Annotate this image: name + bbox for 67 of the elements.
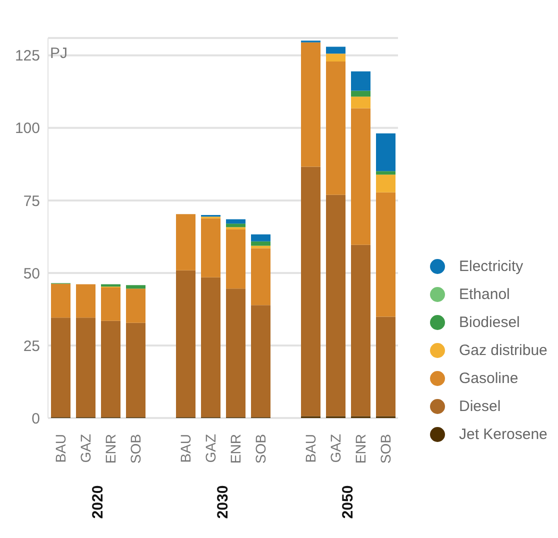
x-tick-label: SOB <box>128 434 144 464</box>
bar <box>126 288 146 323</box>
text: 2030 <box>214 485 232 519</box>
x-tick-label: ENR <box>228 434 244 464</box>
bar <box>351 244 370 416</box>
bar <box>126 285 146 289</box>
legend-label: Biodiesel <box>459 314 520 330</box>
bar <box>251 305 270 418</box>
y-axis-title: PJ <box>50 45 68 62</box>
x-tick-label: SOB <box>378 434 394 464</box>
bar <box>326 46 346 54</box>
x-tick-label: GAZ <box>202 434 218 463</box>
bar <box>251 234 270 242</box>
bar <box>201 277 220 418</box>
legend-label: Electricity <box>459 258 524 274</box>
y-tick-label: 100 <box>14 120 40 138</box>
x-tick-label: GAZ <box>78 434 94 463</box>
bar <box>201 218 220 278</box>
bar <box>351 108 370 245</box>
bar <box>226 219 246 224</box>
text: 2050 <box>340 485 356 519</box>
y-tick-label: 50 <box>23 265 40 282</box>
x-tick-label: ENR <box>102 434 118 464</box>
x-tick-label: BAU <box>178 434 194 463</box>
y-tick-label: 0 <box>32 410 40 428</box>
bar <box>376 133 396 172</box>
legend-label: Gasoline <box>459 370 518 386</box>
bar <box>101 287 120 321</box>
bar <box>376 174 396 192</box>
bar <box>226 224 246 228</box>
bar <box>326 54 346 62</box>
bar <box>251 246 270 248</box>
bar <box>126 322 146 418</box>
bar <box>76 318 96 418</box>
bar <box>176 214 196 270</box>
x-tick-label: BAU <box>52 434 68 463</box>
legend-label: Ethanol <box>459 286 510 302</box>
bar <box>51 318 70 418</box>
x-tick-label: ENR <box>352 434 368 464</box>
x-tick-label: SOB <box>252 434 268 464</box>
bar <box>51 284 70 318</box>
bar <box>176 270 196 418</box>
x-tick-label: BAU <box>302 434 318 463</box>
y-tick-label: 75 <box>23 192 40 210</box>
text: 2020 <box>90 485 106 519</box>
x-tick-label: GAZ <box>328 434 344 463</box>
bar <box>251 241 270 246</box>
bar <box>226 288 246 418</box>
bar <box>76 284 96 318</box>
bar <box>101 320 120 418</box>
legend-label: Jet Kerosene <box>459 426 548 442</box>
y-tick-label: 25 <box>23 338 40 355</box>
bar <box>301 42 320 167</box>
bar <box>301 166 320 416</box>
legend-label: Diesel <box>459 398 501 414</box>
bar <box>376 192 396 317</box>
bar <box>251 248 270 306</box>
bar <box>326 61 346 195</box>
bar <box>351 90 370 97</box>
bar <box>326 194 346 416</box>
y-tick-label: 125 <box>14 48 40 65</box>
bar <box>351 96 370 108</box>
bar <box>351 71 370 91</box>
bar <box>226 229 246 289</box>
bar <box>376 316 396 416</box>
bar <box>376 171 396 175</box>
legend-label: Gaz distribue <box>459 342 548 358</box>
